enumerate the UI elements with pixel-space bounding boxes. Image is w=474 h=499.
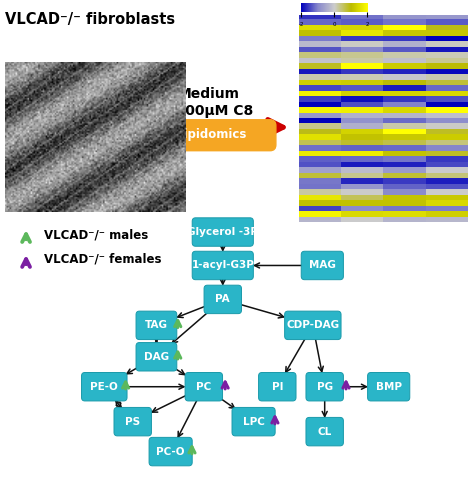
FancyBboxPatch shape bbox=[192, 251, 253, 279]
FancyBboxPatch shape bbox=[192, 218, 253, 246]
Text: 1-acyl-G3P: 1-acyl-G3P bbox=[191, 260, 254, 270]
Text: PC-O: PC-O bbox=[156, 447, 185, 457]
FancyBboxPatch shape bbox=[114, 407, 152, 436]
FancyBboxPatch shape bbox=[149, 437, 192, 466]
FancyBboxPatch shape bbox=[232, 407, 275, 436]
FancyBboxPatch shape bbox=[306, 417, 343, 446]
Text: MAG: MAG bbox=[309, 260, 336, 270]
Text: DAG: DAG bbox=[144, 352, 169, 362]
FancyBboxPatch shape bbox=[148, 120, 276, 151]
FancyBboxPatch shape bbox=[204, 285, 241, 314]
Text: VLCAD⁻/⁻ females: VLCAD⁻/⁻ females bbox=[44, 253, 162, 266]
FancyBboxPatch shape bbox=[185, 372, 222, 401]
FancyBboxPatch shape bbox=[301, 251, 343, 279]
FancyBboxPatch shape bbox=[368, 372, 410, 401]
FancyBboxPatch shape bbox=[82, 372, 127, 401]
FancyBboxPatch shape bbox=[136, 311, 177, 340]
Text: PC: PC bbox=[196, 382, 211, 392]
Text: Lipidomics: Lipidomics bbox=[177, 128, 247, 141]
Text: BMP: BMP bbox=[376, 382, 401, 392]
FancyBboxPatch shape bbox=[306, 372, 343, 401]
Text: LPC: LPC bbox=[243, 417, 264, 427]
Text: VLCAD⁻/⁻ fibroblasts: VLCAD⁻/⁻ fibroblasts bbox=[5, 12, 175, 27]
Text: Medium
+300μM C8: Medium +300μM C8 bbox=[164, 87, 253, 118]
Text: VLCAD⁻/⁻ males: VLCAD⁻/⁻ males bbox=[44, 228, 148, 241]
Text: PG: PG bbox=[317, 382, 333, 392]
Text: PS: PS bbox=[125, 417, 140, 427]
Text: CL: CL bbox=[318, 427, 332, 437]
Text: PI: PI bbox=[272, 382, 283, 392]
Text: Glycerol -3P: Glycerol -3P bbox=[187, 227, 258, 237]
FancyBboxPatch shape bbox=[259, 372, 296, 401]
Text: PE-O: PE-O bbox=[91, 382, 118, 392]
Text: CDP-DAG: CDP-DAG bbox=[286, 320, 339, 330]
Text: PA: PA bbox=[216, 294, 230, 304]
FancyBboxPatch shape bbox=[284, 311, 341, 340]
FancyBboxPatch shape bbox=[136, 343, 177, 371]
Text: TAG: TAG bbox=[145, 320, 168, 330]
